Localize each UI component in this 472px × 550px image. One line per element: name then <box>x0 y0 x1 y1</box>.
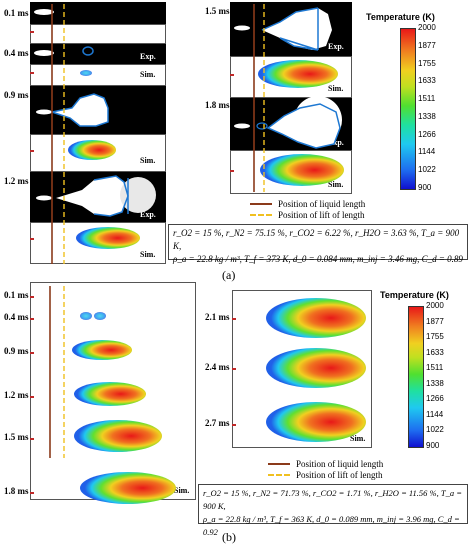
colorbar-tick: 1755 <box>426 332 444 342</box>
colorbar-tick: 1266 <box>418 129 436 139</box>
colorbar-tick: 2000 <box>418 23 436 32</box>
colorbar-title: Temperature (K) <box>380 290 449 300</box>
sim-tag: Sim. <box>140 250 156 259</box>
colorbar-tick: 900 <box>418 183 432 192</box>
colorbar-tick: 1022 <box>418 165 436 175</box>
conditions-line-2: ρ_a = 22.8 kg / m³, T_f = 373 K, d_0 = 0… <box>173 254 463 264</box>
colorbar-tick: 1633 <box>426 347 444 357</box>
colorbar-tick: 900 <box>426 441 440 450</box>
liquid-length-swatch <box>268 462 290 465</box>
legend-a: Position of liquid length Position of li… <box>250 198 365 220</box>
colorbar-tick: 1633 <box>418 76 436 86</box>
colorbar-tick: 1338 <box>418 111 436 121</box>
exp-tag: Exp. <box>328 42 344 51</box>
colorbar-tick: 1144 <box>418 147 436 157</box>
exp-tag: Exp. <box>140 210 156 219</box>
sim-tag: Sim. <box>140 70 156 79</box>
time-label: 1.2 ms <box>4 176 29 186</box>
legend-lift: Position of lift of length <box>278 209 365 220</box>
time-label: 0.9 ms <box>4 90 29 100</box>
lift-length-swatch <box>250 213 272 216</box>
time-label: 2.7 ms <box>205 418 230 428</box>
conditions-b: r_O2 = 15 %, r_N2 = 71.73 %, r_CO2 = 1.7… <box>198 484 468 537</box>
subfigure-label-a: (a) <box>222 268 236 282</box>
time-label: 0.4 ms <box>4 48 29 58</box>
time-label: 0.1 ms <box>4 8 29 18</box>
conditions-line-1: r_O2 = 15 %, r_N2 = 75.15 %, r_CO2 = 6.2… <box>173 228 460 251</box>
time-label: 1.8 ms <box>4 486 29 496</box>
time-label: 0.1 ms <box>4 290 29 300</box>
conditions-a: r_O2 = 15 %, r_N2 = 75.15 %, r_CO2 = 6.2… <box>168 224 468 264</box>
time-label: 1.8 ms <box>205 100 230 110</box>
colorbar-tick: 1511 <box>426 363 444 373</box>
sim-image-0-1ms <box>30 24 166 44</box>
colorbar-tick: 2000 <box>426 301 444 310</box>
colorbar-tick: 1022 <box>426 425 444 435</box>
legend-liquid: Position of liquid length <box>278 198 366 209</box>
subfigure-label-b: (b) <box>222 530 236 544</box>
sim-image-0-9ms <box>30 134 166 172</box>
legend-liquid: Position of liquid length <box>296 458 384 469</box>
liquid-length-swatch <box>250 202 272 205</box>
colorbar-tick: 1338 <box>426 378 444 388</box>
colorbar-tick: 1877 <box>426 316 444 326</box>
exp-image-0-1ms <box>30 2 80 24</box>
colorbar-tick: 1877 <box>418 40 436 50</box>
time-label: 1.5 ms <box>205 6 230 16</box>
sim-image-1-5ms <box>230 56 352 98</box>
conditions-line-1: r_O2 = 15 %, r_N2 = 71.73 %, r_CO2 = 1.7… <box>203 488 462 511</box>
sim-image-1-2ms <box>30 222 166 264</box>
time-label: 0.9 ms <box>4 346 29 356</box>
colorbar-tick: 1755 <box>418 58 436 68</box>
sim-image-0-4ms <box>30 64 166 86</box>
exp-tag: Exp. <box>328 138 344 147</box>
legend-lift: Position of lift of length <box>296 469 383 480</box>
colorbar-a <box>400 28 416 190</box>
time-label: 1.5 ms <box>4 432 29 442</box>
legend-b: Position of liquid length Position of li… <box>268 458 383 480</box>
sim-tag: Sim. <box>140 156 156 165</box>
time-label: 2.4 ms <box>205 362 230 372</box>
exp-tag: Exp. <box>140 28 156 37</box>
exp-tag: Exp. <box>140 52 156 61</box>
time-label: 0.4 ms <box>4 312 29 322</box>
sim-tag: Sim. <box>328 84 344 93</box>
time-label: 2.1 ms <box>205 312 230 322</box>
colorbar-b <box>408 306 424 448</box>
lift-length-swatch <box>268 473 290 476</box>
conditions-line-2: ρ_a = 22.8 kg / m³, T_f = 363 K, d_0 = 0… <box>203 514 460 537</box>
colorbar-title: Temperature (K) <box>366 12 435 22</box>
sim-tag: Sim. <box>350 434 366 443</box>
sim-tag: Sim. <box>174 486 190 495</box>
time-label: 1.2 ms <box>4 390 29 400</box>
colorbar-tick: 1511 <box>418 94 436 104</box>
colorbar-tick: 1144 <box>426 409 444 419</box>
sim-tag: Sim. <box>328 180 344 189</box>
exp-image-0-1ms-bg <box>80 2 166 24</box>
colorbar-tick: 1266 <box>426 394 444 404</box>
